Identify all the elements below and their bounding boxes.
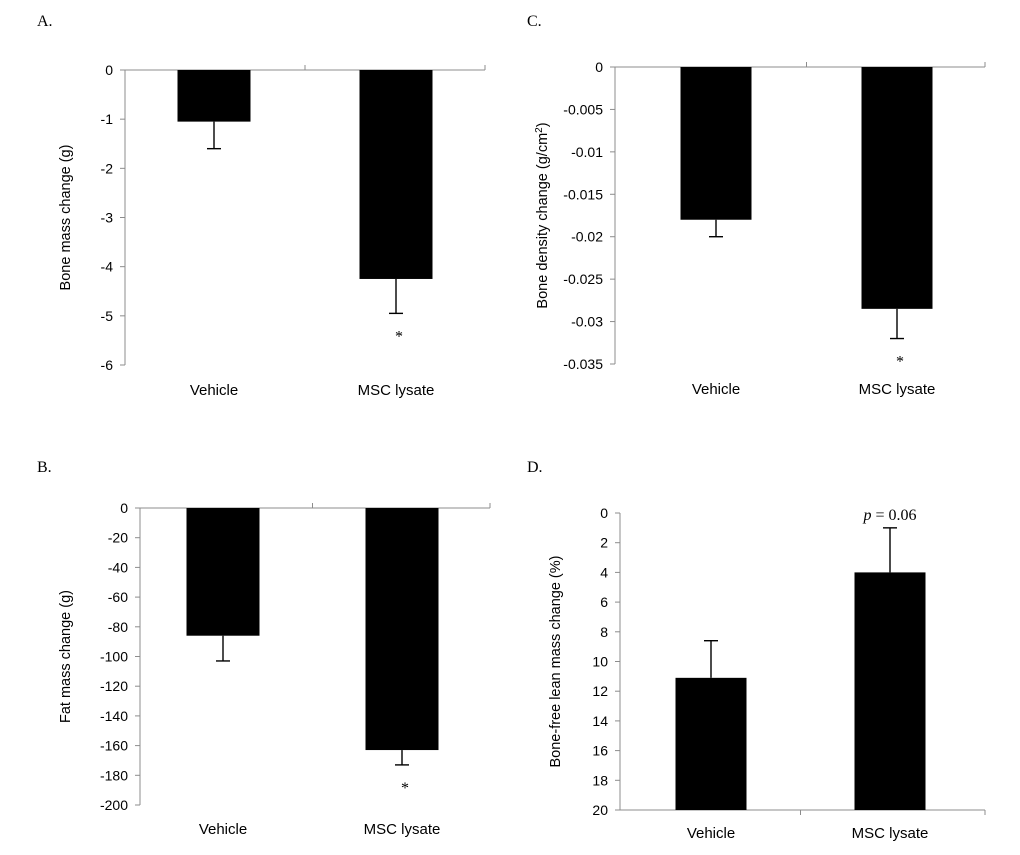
bar-msc-lysate	[854, 572, 926, 810]
y-tick-label: -0.025	[563, 271, 603, 287]
y-tick-label: 8	[600, 624, 608, 640]
significance-asterisk: *	[401, 780, 409, 797]
y-tick-label: 2	[600, 535, 608, 551]
y-axis-label: Bone-free lean mass change (%)	[548, 556, 564, 768]
category-label: MSC lysate	[358, 382, 435, 399]
y-axis-label: Bone mass change (g)	[58, 145, 74, 291]
y-tick-label: -100	[100, 649, 128, 665]
p-value-annotation: p = 0.06	[862, 507, 916, 524]
significance-asterisk: *	[896, 354, 904, 371]
y-tick-label: 0	[595, 59, 603, 75]
panel-label: B.	[37, 459, 52, 476]
y-tick-label: -180	[100, 767, 128, 783]
y-tick-label: 0	[120, 500, 128, 516]
y-tick-label: -40	[108, 559, 128, 575]
category-label: MSC lysate	[859, 381, 936, 398]
category-label: Vehicle	[692, 381, 740, 398]
y-tick-label: -80	[108, 619, 128, 635]
chart-panel-c: C. 0 -0.005 -0.01 -0.015 -0.02 -0.025 -0.03 -0.0…	[527, 13, 986, 398]
y-tick-label: 12	[592, 683, 608, 699]
chart-panel-d: D. 0 2 4 6 8 10 12 14 16 18 20 Vehicle MSC lysate p = …	[527, 459, 986, 842]
y-tick-label: -0.03	[571, 314, 603, 330]
category-label: Vehicle	[199, 821, 247, 838]
bar-msc-lysate	[359, 70, 433, 279]
y-tick-label: 20	[592, 802, 608, 818]
y-tick-label: -140	[100, 708, 128, 724]
y-tick-label: -160	[100, 738, 128, 754]
y-tick-label: -20	[108, 530, 128, 546]
panel-label: D.	[527, 459, 543, 476]
y-tick-label: 10	[592, 654, 608, 670]
panel-label: C.	[527, 13, 542, 30]
y-tick-label: -0.015	[563, 186, 603, 202]
chart-panel-a: A. 0 -1 -2 -3 -4 -5 -6 Vehicle MSC lysate * Bone ma…	[37, 13, 486, 399]
y-tick-label: 18	[592, 772, 608, 788]
y-tick-label: 4	[600, 564, 608, 580]
y-tick-label: -0.005	[563, 101, 603, 117]
bar-vehicle	[186, 508, 260, 636]
y-tick-label: -0.02	[571, 229, 603, 245]
y-tick-label: 0	[600, 505, 608, 521]
y-tick-label: 6	[600, 594, 608, 610]
y-tick-label: -5	[101, 308, 114, 324]
significance-asterisk: *	[395, 328, 403, 345]
bar-vehicle	[177, 70, 251, 122]
category-label: Vehicle	[687, 825, 735, 842]
y-tick-label: -0.035	[563, 356, 603, 372]
y-tick-label: -4	[101, 259, 114, 275]
y-axis-label: Bone density change (g/cm2)	[534, 122, 551, 308]
y-tick-label: -120	[100, 678, 128, 694]
y-tick-label: -3	[101, 210, 114, 226]
y-tick-label: -0.01	[571, 144, 603, 160]
category-label: MSC lysate	[364, 821, 441, 838]
y-tick-label: -1	[101, 111, 114, 127]
bar-msc-lysate	[365, 508, 439, 751]
category-label: MSC lysate	[852, 825, 929, 842]
y-axis-label: Fat mass change (g)	[58, 590, 74, 723]
bar-vehicle	[675, 677, 747, 810]
bar-msc-lysate	[861, 67, 933, 309]
y-tick-label: -6	[101, 357, 114, 373]
y-tick-label: -200	[100, 797, 128, 813]
y-tick-label: 16	[592, 743, 608, 759]
y-tick-label: -2	[101, 160, 114, 176]
y-tick-label: -60	[108, 589, 128, 605]
bar-vehicle	[680, 67, 752, 220]
chart-panel-b: B. 0 -20 -40 -60 -80 -100 -120 -140 -160 -180 -200 V…	[37, 459, 491, 838]
y-tick-label: 0	[105, 62, 113, 78]
y-tick-label: 14	[592, 713, 608, 729]
category-label: Vehicle	[190, 382, 238, 399]
panel-label: A.	[37, 13, 53, 30]
